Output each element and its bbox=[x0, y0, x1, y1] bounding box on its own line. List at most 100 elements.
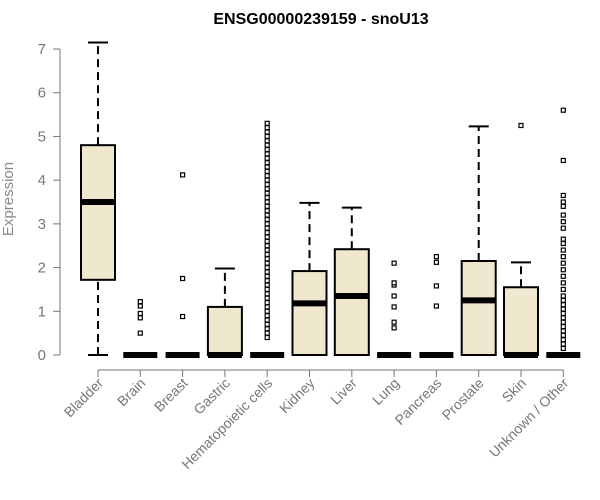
outlier-point bbox=[391, 325, 397, 331]
box-unknown-other bbox=[546, 107, 581, 358]
outlier-point bbox=[560, 337, 566, 343]
outlier-point bbox=[264, 247, 270, 253]
y-tick-label: 4 bbox=[38, 172, 46, 189]
outlier-point bbox=[433, 254, 439, 260]
outlier-point bbox=[560, 267, 566, 273]
outlier-point bbox=[264, 256, 270, 262]
outlier-point bbox=[264, 155, 270, 161]
box-pancreas bbox=[419, 254, 454, 358]
box-brain bbox=[123, 299, 158, 358]
outlier-point bbox=[264, 269, 270, 275]
x-tick-label: Brain bbox=[114, 375, 148, 409]
outlier-point bbox=[391, 293, 397, 299]
x-tick-label: Lung bbox=[369, 375, 402, 408]
box-rect bbox=[291, 270, 328, 356]
outlier-point bbox=[560, 319, 566, 325]
outlier-point bbox=[264, 216, 270, 223]
outlier-point bbox=[180, 172, 186, 178]
outlier-point bbox=[264, 321, 270, 327]
x-tick-label: Breast bbox=[151, 375, 191, 415]
outlier-point bbox=[264, 129, 270, 135]
y-tick-label: 7 bbox=[38, 41, 46, 58]
outlier-point bbox=[180, 275, 186, 282]
x-tick-label: Bladder bbox=[61, 375, 107, 421]
boxes-group bbox=[80, 41, 581, 358]
x-tick-label: Skin bbox=[499, 375, 530, 406]
box-rect bbox=[80, 144, 116, 281]
outlier-point bbox=[264, 308, 270, 314]
outlier-point bbox=[560, 199, 566, 205]
box-lung bbox=[377, 260, 412, 358]
outlier-point bbox=[264, 120, 270, 126]
outlier-point bbox=[433, 303, 439, 309]
outlier-point bbox=[264, 282, 270, 288]
outlier-point bbox=[264, 260, 270, 266]
outlier-point bbox=[560, 315, 566, 321]
outlier-point bbox=[560, 345, 566, 352]
x-tick-label: Unknown / Other bbox=[486, 375, 572, 461]
y-axis: 0 1 2 3 4 5 6 7 bbox=[38, 41, 61, 364]
outlier-point bbox=[180, 313, 186, 320]
box-rect bbox=[206, 305, 243, 356]
box-gastric bbox=[206, 267, 243, 358]
outlier-point bbox=[264, 286, 270, 293]
outlier-point bbox=[264, 313, 270, 319]
x-tick-label: Kidney bbox=[276, 375, 318, 417]
outlier-point bbox=[560, 328, 566, 334]
outlier-point bbox=[560, 310, 566, 317]
outlier-point bbox=[137, 303, 143, 309]
box-bladder bbox=[80, 41, 116, 356]
outlier-point bbox=[560, 297, 566, 303]
outlier-point bbox=[264, 273, 270, 279]
outlier-point bbox=[560, 157, 566, 164]
outlier-point bbox=[264, 230, 270, 236]
y-tick-label: 1 bbox=[38, 303, 46, 320]
box-liver bbox=[333, 206, 370, 356]
outlier-point bbox=[264, 190, 270, 196]
outlier-point bbox=[264, 243, 270, 249]
outlier-point bbox=[560, 219, 566, 225]
outlier-point bbox=[264, 234, 270, 240]
outlier-point bbox=[264, 317, 270, 323]
y-tick-label: 2 bbox=[38, 260, 46, 277]
outlier-point bbox=[137, 315, 143, 321]
outlier-point bbox=[560, 323, 566, 330]
outlier-point bbox=[560, 107, 566, 113]
outlier-point bbox=[433, 283, 439, 289]
outlier-point bbox=[264, 251, 270, 258]
outlier-point bbox=[264, 173, 270, 179]
outlier-point bbox=[560, 332, 566, 338]
outlier-point bbox=[264, 164, 270, 170]
outlier-point bbox=[518, 122, 524, 129]
outlier-point bbox=[264, 151, 270, 157]
outlier-point bbox=[264, 304, 270, 310]
chart-title: ENSG00000239159 - snoU13 bbox=[213, 11, 428, 28]
box-rect bbox=[333, 248, 370, 356]
outlier-point bbox=[264, 221, 270, 227]
outlier-point bbox=[560, 260, 566, 266]
box-breast bbox=[165, 172, 200, 358]
outlier-point bbox=[264, 334, 270, 341]
outlier-point bbox=[560, 192, 566, 199]
outlier-point bbox=[391, 260, 397, 266]
outlier-point bbox=[391, 304, 397, 310]
outlier-point bbox=[391, 319, 397, 325]
y-tick-label: 6 bbox=[38, 85, 46, 102]
outlier-point bbox=[137, 330, 143, 336]
outlier-point bbox=[264, 295, 270, 301]
x-tick-label: Pancreas bbox=[391, 375, 444, 428]
outlier-point bbox=[264, 195, 270, 201]
box-skin bbox=[503, 122, 539, 358]
outlier-point bbox=[264, 160, 270, 166]
outlier-point bbox=[264, 264, 270, 271]
x-tick-label: Liver bbox=[327, 375, 360, 408]
outlier-point bbox=[264, 299, 270, 306]
outlier-point bbox=[264, 212, 270, 218]
outlier-point bbox=[264, 168, 270, 174]
outlier-point bbox=[264, 330, 270, 336]
outlier-point bbox=[560, 225, 566, 231]
outlier-point bbox=[560, 247, 566, 253]
outlier-point bbox=[137, 299, 143, 305]
